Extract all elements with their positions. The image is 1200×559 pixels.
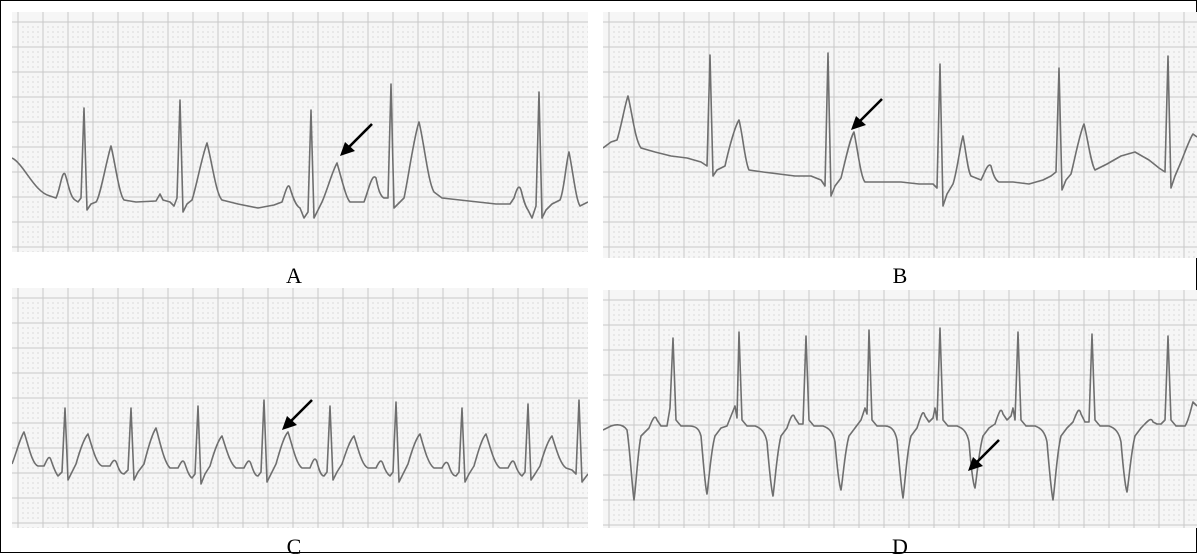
ecg-strip-b (603, 12, 1197, 258)
arrow-c (282, 400, 312, 430)
ecg-panel-b (603, 12, 1197, 258)
ecg-grid-d (603, 290, 1197, 528)
ecg-trace-d (603, 328, 1197, 500)
panel-label-d: D (880, 536, 920, 558)
ecg-strip-c (12, 288, 588, 528)
ecg-panel-a (12, 12, 588, 252)
ecg-trace-a (12, 84, 588, 218)
ecg-strip-a (12, 12, 588, 252)
ecg-panel-c (12, 288, 588, 528)
ecg-grid-b (603, 12, 1197, 258)
panel-label-c: C (274, 536, 314, 558)
arrow-b (851, 99, 882, 130)
ecg-strip-d (603, 290, 1197, 528)
ecg-grid-c (12, 288, 588, 528)
ecg-trace-b (603, 53, 1197, 206)
panel-label-a: A (274, 265, 314, 287)
panel-label-b: B (880, 265, 920, 287)
ecg-grid-a (12, 12, 588, 252)
arrow-a (340, 124, 372, 156)
ecg-panel-d (603, 290, 1197, 528)
